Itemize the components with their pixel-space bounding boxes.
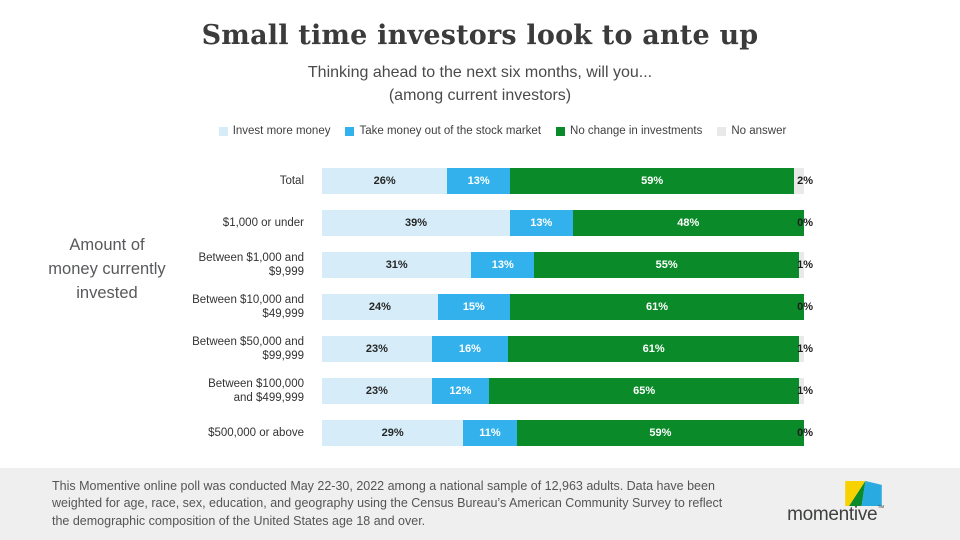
chart-subtitle: Thinking ahead to the next six months, w…: [0, 61, 960, 107]
page-title: Small time investors look to ante up: [201, 20, 759, 51]
momentive-logo-icon: [845, 481, 882, 506]
category-label: Between $50,000 and $99,999: [192, 335, 304, 362]
bar-segment: 39%: [322, 210, 510, 236]
bar-segment: 13%: [447, 168, 510, 194]
stacked-bar-chart: Total 26% 13% 59% 2% $1,000 or under 39% 13% 48%…: [0, 168, 813, 462]
no-answer-value-label: 1%: [797, 259, 813, 271]
bar-segment: 13%: [509, 210, 573, 236]
subtitle-line-2: (among current investors): [388, 87, 572, 105]
legend-item: No change in investments: [556, 125, 702, 137]
stacked-bar: 24% 15% 61% 0%: [322, 294, 813, 320]
bar-segment: 15%: [437, 294, 510, 320]
bar-segment: 61%: [509, 294, 804, 320]
category-axis-label: Amount of money currently invested: [48, 236, 166, 302]
stacked-bar: 23% 12% 65% 1%: [322, 378, 813, 404]
chart-row: $500,000 or above 29% 11% 59% 0%: [0, 420, 813, 446]
legend-label: Take money out of the stock market: [359, 125, 542, 137]
legend-item: No answer: [717, 125, 786, 137]
legend-item: Invest more money: [218, 125, 331, 137]
bar-segment: 16%: [431, 336, 509, 362]
no-answer-value-label: 0%: [797, 301, 813, 313]
chart-row: Total 26% 13% 59% 2%: [0, 168, 813, 194]
bar-segment: 29%: [322, 420, 464, 446]
legend-swatch-icon: [345, 126, 355, 136]
no-answer-value-label: 1%: [797, 343, 813, 355]
chart-row: $1,000 or under 39% 13% 48% 0%: [0, 210, 813, 236]
momentive-wordmark-text: momentive: [787, 504, 878, 525]
category-label: Total: [279, 174, 304, 187]
legend-label: No answer: [731, 125, 787, 137]
bar-segment: 26%: [322, 168, 448, 194]
legend-label: Invest more money: [232, 125, 331, 137]
bar-segment: 59%: [509, 168, 795, 194]
bar-segment: 24%: [322, 294, 438, 320]
bar-segment: 23%: [322, 336, 432, 362]
no-answer-value-label: 2%: [797, 175, 813, 187]
bar-segment: 11%: [463, 420, 517, 446]
no-answer-value-label: 0%: [797, 217, 813, 229]
no-answer-value-label: 0%: [797, 427, 813, 439]
chart-row: Between $50,000 and $99,999 23% 16% 61% 1%: [0, 335, 813, 362]
bar-segment: 12%: [431, 378, 490, 404]
bar-segment: [799, 252, 804, 278]
bar-segment: 59%: [516, 420, 804, 446]
bar-segment: 31%: [322, 252, 472, 278]
footer-band: This Momentive online poll was conducted…: [0, 468, 960, 540]
category-label: Between $10,000 and $49,999: [192, 293, 304, 320]
subtitle-line-1: Thinking ahead to the next six months, w…: [307, 64, 653, 81]
legend-item: Take money out of the stock market: [345, 125, 541, 137]
momentive-logo: momentive™: [787, 481, 884, 524]
stacked-bar: 26% 13% 59% 2%: [322, 168, 813, 194]
legend-swatch-icon: [218, 126, 228, 136]
chart-row: Between $10,000 and $49,999 24% 15% 61% 0%: [0, 293, 813, 320]
no-answer-value-label: 1%: [797, 385, 813, 397]
bar-segment: [799, 378, 804, 404]
chart-row: Between $100,000 and $499,999 23% 12% 65% 1%: [0, 377, 813, 404]
stacked-bar: 29% 11% 59% 0%: [322, 420, 813, 446]
bar-segment: 48%: [572, 210, 804, 236]
stacked-bar: 31% 13% 55% 1%: [322, 252, 813, 278]
chart-row: Between $1,000 and $9,999 31% 13% 55% 1%: [0, 251, 813, 278]
legend-label: No change in investments: [570, 125, 703, 137]
bar-segment: 55%: [534, 252, 800, 278]
legend-swatch-icon: [556, 126, 566, 136]
bar-segment: 61%: [508, 336, 800, 362]
legend-swatch-icon: [717, 126, 727, 136]
category-label: Between $1,000 and $9,999: [198, 251, 304, 278]
momentive-wordmark: momentive™: [787, 505, 884, 524]
trademark-symbol: ™: [877, 505, 884, 512]
category-label: $1,000 or under: [222, 216, 304, 229]
stacked-bar: 39% 13% 48% 0%: [322, 210, 813, 236]
category-label: $500,000 or above: [208, 426, 304, 439]
bar-segment: 23%: [322, 378, 432, 404]
stacked-bar: 23% 16% 61% 1%: [322, 336, 813, 362]
bar-segment: 13%: [471, 252, 535, 278]
category-label: Between $100,000 and $499,999: [208, 377, 304, 404]
bar-segment: [799, 336, 804, 362]
legend: Invest more money Take money out of the s…: [0, 125, 960, 137]
bar-segment: [794, 168, 804, 194]
bar-segment: 65%: [489, 378, 800, 404]
methodology-note: This Momentive online poll was conducted…: [52, 478, 723, 528]
